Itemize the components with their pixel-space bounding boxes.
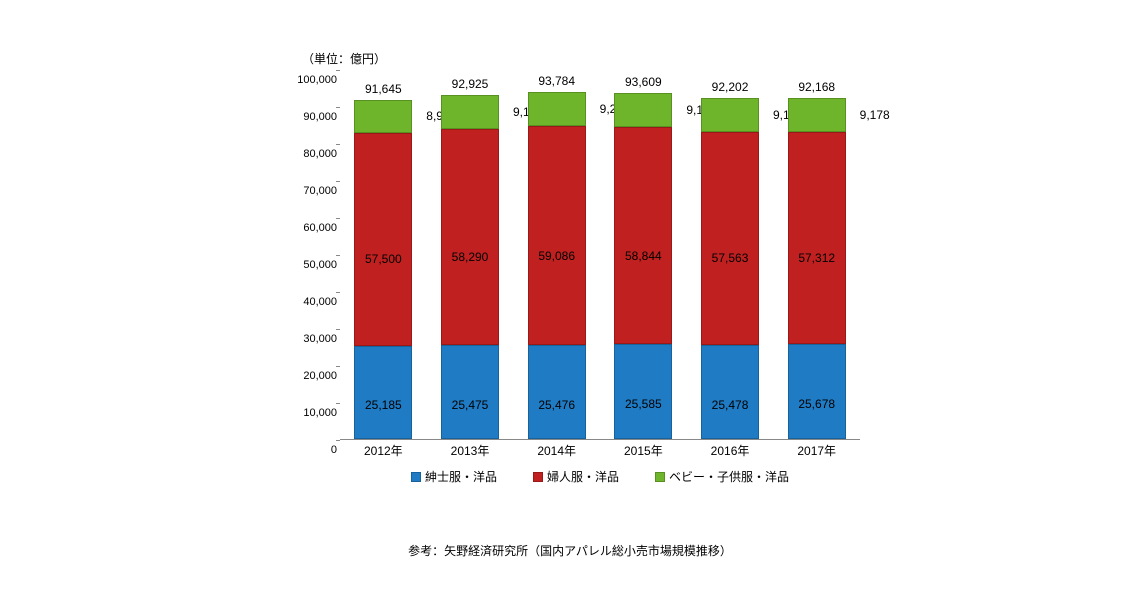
bar-segment bbox=[528, 92, 586, 126]
stacked-bar: 92,9259,16058,29025,475 bbox=[441, 95, 499, 439]
legend-swatch bbox=[655, 472, 665, 482]
source-note: 参考：矢野経済研究所（国内アパレル総小売市場規模推移） bbox=[0, 542, 1140, 559]
bar-bottom-label: 25,478 bbox=[712, 398, 749, 412]
unit-label: （単位：億円） bbox=[302, 50, 386, 67]
plot-area: 91,6458,96057,50025,18592,9259,16058,290… bbox=[340, 70, 860, 440]
stacked-bar: 91,6458,96057,50025,185 bbox=[354, 100, 412, 439]
legend-item: 婦人服・洋品 bbox=[533, 468, 619, 485]
y-tick-label: 90,000 bbox=[282, 111, 337, 123]
y-axis: 010,00020,00030,00040,00050,00060,00070,… bbox=[280, 70, 340, 440]
bar-slot: 92,9259,16058,29025,475 bbox=[427, 70, 514, 439]
bar-top-side-label: 9,178 bbox=[860, 108, 890, 122]
x-axis-label: 2012年 bbox=[340, 442, 427, 459]
y-tick-label: 10,000 bbox=[282, 407, 337, 419]
bar-bottom-label: 25,476 bbox=[538, 398, 575, 412]
stacked-bar: 93,6099,18058,84425,585 bbox=[614, 93, 672, 439]
bar-segment bbox=[701, 98, 759, 132]
bar-segment bbox=[701, 132, 759, 345]
bar-bottom-label: 25,185 bbox=[365, 398, 402, 412]
legend-swatch bbox=[533, 472, 543, 482]
y-tick-label: 60,000 bbox=[282, 222, 337, 234]
y-tick-mark bbox=[336, 440, 340, 441]
bar-segment bbox=[614, 344, 672, 439]
bar-mid-label: 59,086 bbox=[538, 249, 575, 263]
y-tick-mark bbox=[336, 107, 340, 108]
bar-total-label: 91,645 bbox=[365, 82, 402, 96]
y-tick-mark bbox=[336, 181, 340, 182]
bar-segment bbox=[788, 132, 846, 344]
bar-segment bbox=[614, 127, 672, 345]
y-tick-mark bbox=[336, 329, 340, 330]
bar-slot: 91,6458,96057,50025,185 bbox=[340, 70, 427, 439]
y-tick-mark bbox=[336, 403, 340, 404]
bar-mid-label: 58,844 bbox=[625, 249, 662, 263]
y-tick-mark bbox=[336, 144, 340, 145]
y-tick-label: 80,000 bbox=[282, 148, 337, 160]
legend: 紳士服・洋品 婦人服・洋品 ベビー・子供服・洋品 bbox=[340, 468, 860, 485]
y-tick-label: 30,000 bbox=[282, 333, 337, 345]
bar-segment bbox=[441, 129, 499, 345]
x-axis-label: 2014年 bbox=[513, 442, 600, 459]
y-tick-label: 0 bbox=[282, 444, 337, 456]
bar-bottom-label: 25,678 bbox=[798, 397, 835, 411]
bar-slot: 92,2029,16157,56325,478 bbox=[687, 70, 774, 439]
bar-mid-label: 57,500 bbox=[365, 252, 402, 266]
bar-segment bbox=[528, 126, 586, 345]
y-tick-label: 40,000 bbox=[282, 296, 337, 308]
bar-segment bbox=[441, 345, 499, 439]
x-axis-label: 2016年 bbox=[687, 442, 774, 459]
bar-segment bbox=[528, 345, 586, 439]
y-tick-label: 100,000 bbox=[282, 74, 337, 86]
x-axis-label: 2013年 bbox=[427, 442, 514, 459]
y-tick-mark bbox=[336, 218, 340, 219]
bar-segment bbox=[354, 346, 412, 439]
bar-slot: 92,1689,17857,31225,678 bbox=[773, 70, 860, 439]
bar-mid-label: 58,290 bbox=[452, 250, 489, 264]
bar-segment bbox=[441, 95, 499, 129]
stacked-bar: 92,2029,16157,56325,478 bbox=[701, 98, 759, 439]
bar-slot: 93,6099,18058,84425,585 bbox=[600, 70, 687, 439]
bar-total-label: 93,784 bbox=[538, 74, 575, 88]
stacked-bar: 92,1689,17857,31225,678 bbox=[788, 98, 846, 439]
legend-label: 紳士服・洋品 bbox=[425, 468, 497, 485]
y-tick-mark bbox=[336, 255, 340, 256]
y-tick-label: 70,000 bbox=[282, 185, 337, 197]
bar-total-label: 92,925 bbox=[452, 77, 489, 91]
bar-segment bbox=[788, 344, 846, 439]
y-tick-mark bbox=[336, 292, 340, 293]
y-tick-mark bbox=[336, 70, 340, 71]
bar-slot: 93,7849,22359,08625,476 bbox=[513, 70, 600, 439]
bar-segment bbox=[701, 345, 759, 439]
bar-segment bbox=[354, 100, 412, 133]
bar-total-label: 92,168 bbox=[798, 80, 835, 94]
legend-item: 紳士服・洋品 bbox=[411, 468, 497, 485]
bar-segment bbox=[788, 98, 846, 132]
bar-segment bbox=[614, 93, 672, 127]
chart-container: （単位：億円） 010,00020,00030,00040,00050,0006… bbox=[280, 60, 860, 500]
y-tick-label: 50,000 bbox=[282, 259, 337, 271]
x-axis: 2012年2013年2014年2015年2016年2017年 bbox=[340, 442, 860, 459]
bar-segment bbox=[354, 133, 412, 346]
legend-item: ベビー・子供服・洋品 bbox=[655, 468, 789, 485]
legend-label: 婦人服・洋品 bbox=[547, 468, 619, 485]
stacked-bar: 93,7849,22359,08625,476 bbox=[528, 92, 586, 439]
bar-mid-label: 57,563 bbox=[712, 251, 749, 265]
y-tick-mark bbox=[336, 366, 340, 367]
x-axis-label: 2015年 bbox=[600, 442, 687, 459]
bars-group: 91,6458,96057,50025,18592,9259,16058,290… bbox=[340, 70, 860, 439]
bar-total-label: 93,609 bbox=[625, 75, 662, 89]
bar-mid-label: 57,312 bbox=[798, 251, 835, 265]
legend-label: ベビー・子供服・洋品 bbox=[669, 468, 789, 485]
bar-total-label: 92,202 bbox=[712, 80, 749, 94]
bar-bottom-label: 25,475 bbox=[452, 398, 489, 412]
legend-swatch bbox=[411, 472, 421, 482]
bar-bottom-label: 25,585 bbox=[625, 397, 662, 411]
x-axis-label: 2017年 bbox=[773, 442, 860, 459]
y-tick-label: 20,000 bbox=[282, 370, 337, 382]
